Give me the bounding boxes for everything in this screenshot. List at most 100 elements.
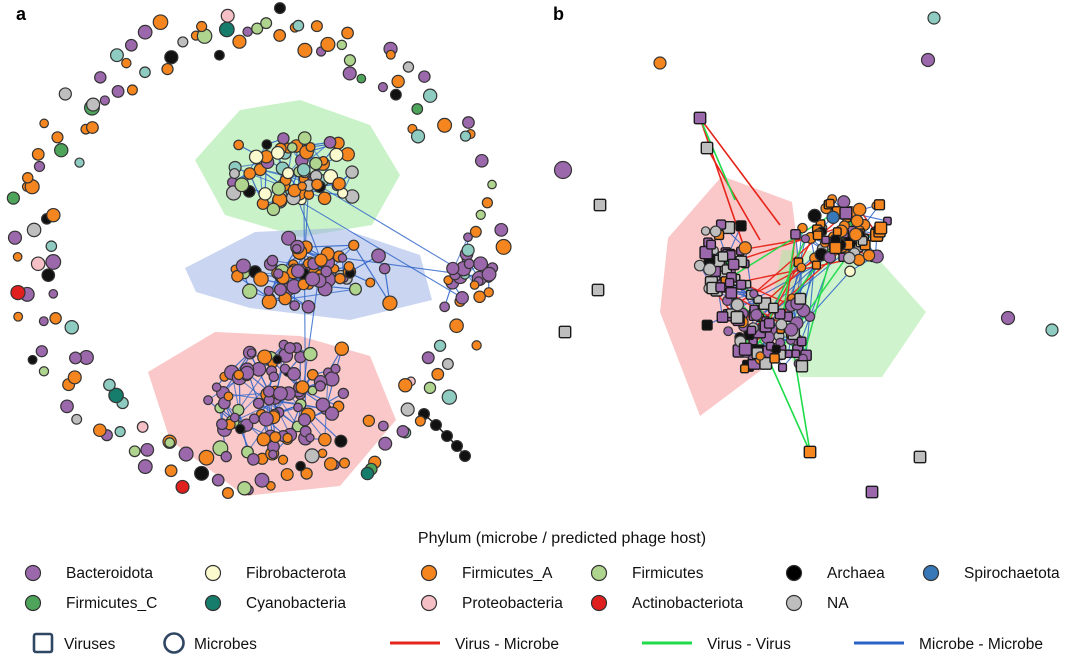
microbe-node [287,367,301,381]
virus-node [811,260,822,270]
microbe-node [487,179,497,190]
microbe-node [305,433,315,443]
microbe-node [233,139,244,151]
microbe-node [293,402,303,413]
microbe-node [280,467,294,482]
network-edge [699,117,736,201]
microbe-node [277,454,289,465]
microbe-node [108,387,124,404]
microbe-node [109,48,124,63]
microbe-node [297,181,307,192]
microbe-node [356,73,367,84]
virus-node [701,319,713,331]
microbe-node [459,450,472,463]
microbe-node [330,363,341,374]
microbe-node [194,465,210,481]
legend-item-archaea: Archaea [785,564,885,582]
microbe-node [258,187,272,201]
microbe-node [431,367,445,381]
phylum-label: Spirochaetota [964,565,1060,582]
virus-square-icon [32,632,54,654]
microbe-node [198,449,215,466]
microbe-node [274,283,287,297]
microbe-node [85,121,99,134]
microbe-node [471,340,482,351]
microbe-node [229,412,240,423]
network-edge [238,377,241,429]
virus-node [735,220,747,232]
microbe-node [391,74,405,89]
microbe-node [318,432,332,447]
virus-node [738,342,753,356]
microbe-node [266,202,281,217]
network-edge [753,212,847,295]
microbe-node [461,243,475,257]
phylum-label: Fibrobacterota [246,565,346,582]
microbe-microbe-label: Microbe - Microbe [919,636,1043,653]
microbe-node [93,423,107,438]
microbe-node [266,254,279,267]
microbe-node [418,70,431,83]
virus-node [791,349,801,359]
microbe-node [306,368,319,381]
virus-node [829,241,842,255]
microbe-node [334,272,346,285]
microbe-node [443,275,454,286]
microbe-node [268,449,278,460]
microbe-node [292,19,305,32]
virus-node [746,325,757,336]
virus-node [873,199,886,211]
microbe-node [229,168,240,180]
microbe-node [54,142,69,158]
virus-node [700,141,714,155]
virus-node [763,317,775,329]
microbe-node [45,254,62,270]
microbe-node [248,413,260,425]
microbe-node [234,177,250,193]
microbe-node [254,472,270,488]
virus-node [812,230,823,241]
microbe-node [385,49,396,60]
microbe-node [495,238,512,255]
legend-item-spirochaetota: Spirochaetota [922,564,1060,582]
microbe-node [289,300,300,311]
microbe-node [342,66,357,81]
microbe-node [433,339,447,352]
microbe-node [653,56,667,70]
microbe-node [7,230,23,245]
network-edge [353,244,391,304]
microbe-node [337,387,350,400]
virus-node [839,206,853,220]
phylum-dot [785,594,803,612]
microbe-node [126,84,138,96]
microbe-node [263,285,274,297]
virus-node [832,227,842,237]
microbe-node [451,440,464,453]
microbe-node [38,316,49,327]
microbe-node [462,116,475,129]
microbe-node [221,486,234,500]
microbe-node [494,222,509,237]
legend-phyla: Bacteroidota Firmicutes_C Fibrobacterota… [24,564,1060,612]
microbe-node [124,38,138,52]
microbe-node [49,312,62,325]
legend-item-bacteroidota: Bacteroidota [24,564,153,582]
microbe-node [103,378,116,392]
microbe-node [296,162,311,177]
microbe-node [481,197,493,209]
microbe-node [449,318,464,334]
microbe-node [10,284,26,301]
microbe-node [343,261,355,272]
microbe-node [360,466,375,481]
virus-node [739,364,750,374]
microbe-node [251,22,264,35]
network-edge [699,117,781,226]
microbe-node [33,160,46,173]
microbe-node [311,178,323,191]
microbe-node [329,147,344,162]
virus-node [725,286,738,299]
microbe-node [396,425,410,438]
microbe-node [301,299,316,314]
virus-microbe-label: Virus - Microbe [455,636,559,653]
